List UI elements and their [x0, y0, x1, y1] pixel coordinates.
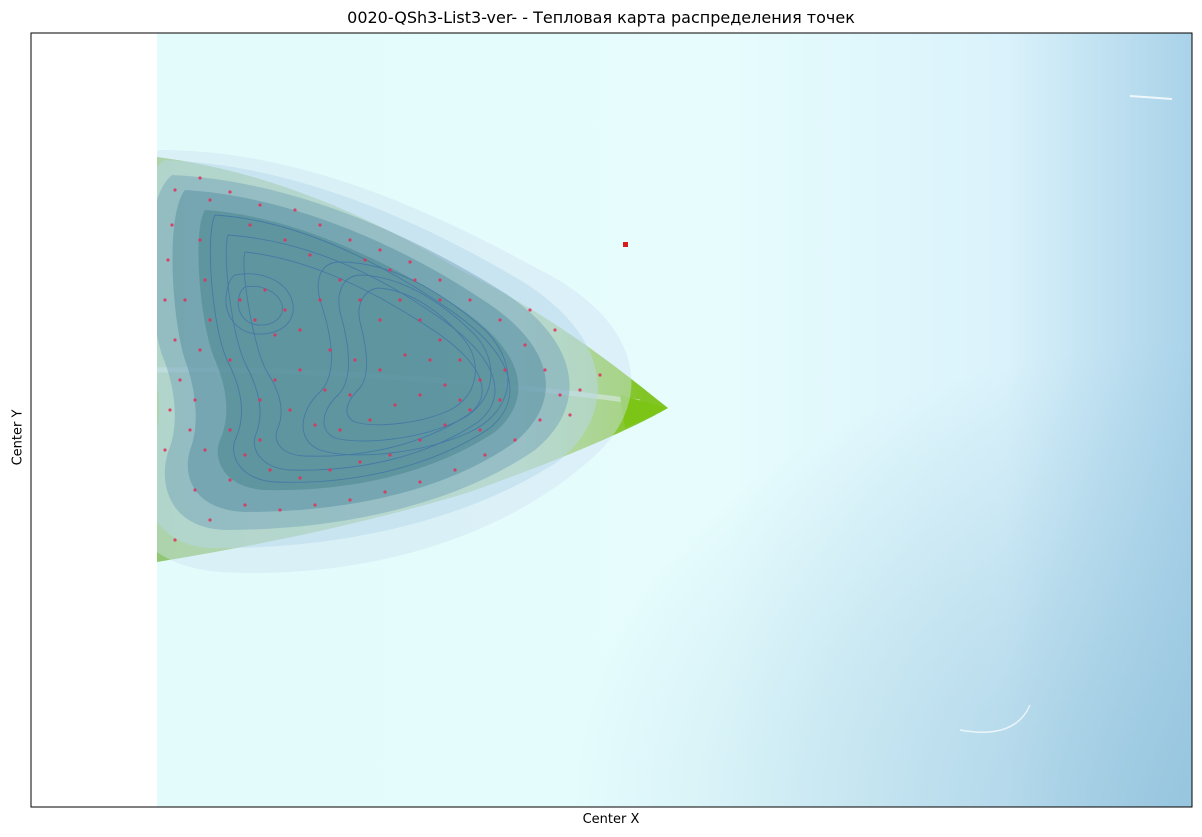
chart-title: 0020-QSh3-List3-ver- - Тепловая карта ра…	[347, 8, 855, 27]
outlier-point	[623, 242, 628, 247]
x-axis-label: Center X	[582, 812, 640, 827]
plot-frame	[30, 32, 1193, 808]
scatter-points	[163, 176, 628, 542]
